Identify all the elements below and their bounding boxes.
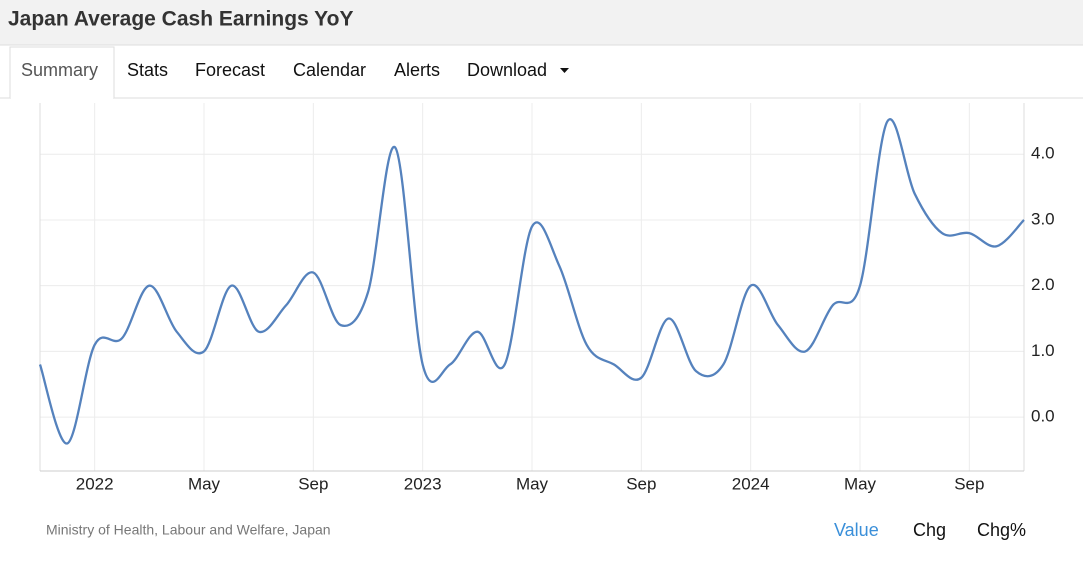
tab[interactable]: Forecast bbox=[195, 60, 265, 80]
x-tick-label: May bbox=[844, 474, 877, 493]
y-tick-label: 0.0 bbox=[1031, 407, 1055, 426]
active-tab-gap bbox=[11, 96, 113, 100]
x-tick-label: 2023 bbox=[404, 474, 442, 493]
page-title: Japan Average Cash Earnings YoY bbox=[8, 8, 353, 31]
toggle[interactable]: Value bbox=[834, 520, 879, 540]
x-tick-label: 2024 bbox=[732, 474, 770, 493]
x-tick-label: Sep bbox=[626, 474, 656, 493]
toggle[interactable]: Chg bbox=[913, 520, 946, 540]
y-tick-label: 2.0 bbox=[1031, 275, 1055, 294]
source: Ministry of Health, Labour and Welfare, … bbox=[46, 522, 331, 538]
x-tick-label: Sep bbox=[298, 474, 328, 493]
y-tick-label: 3.0 bbox=[1031, 209, 1055, 228]
y-tick-label: 4.0 bbox=[1031, 144, 1055, 163]
tab[interactable]: Download bbox=[467, 60, 547, 80]
chart: 0.0 1.0 2.0 3.0 4.0 2022 May Sep 2023 May Sep 2024 M… bbox=[38, 103, 1055, 493]
data-line bbox=[38, 118, 1025, 445]
x-tick-label: 2022 bbox=[76, 474, 114, 493]
toggle[interactable]: Chg% bbox=[977, 520, 1026, 540]
header-bar bbox=[0, 0, 1083, 45]
x-tick-label: May bbox=[516, 474, 549, 493]
dropdown-caret bbox=[560, 68, 569, 73]
tab[interactable]: Calendar bbox=[293, 60, 366, 80]
tab[interactable]: Summary bbox=[21, 60, 98, 80]
y-tick-label: 1.0 bbox=[1031, 341, 1055, 360]
tab[interactable]: Stats bbox=[127, 60, 168, 80]
tab[interactable]: Alerts bbox=[394, 60, 440, 80]
active-tab-box bbox=[9, 46, 115, 98]
x-tick-label: Sep bbox=[954, 474, 984, 493]
x-tick-label: May bbox=[188, 474, 221, 493]
